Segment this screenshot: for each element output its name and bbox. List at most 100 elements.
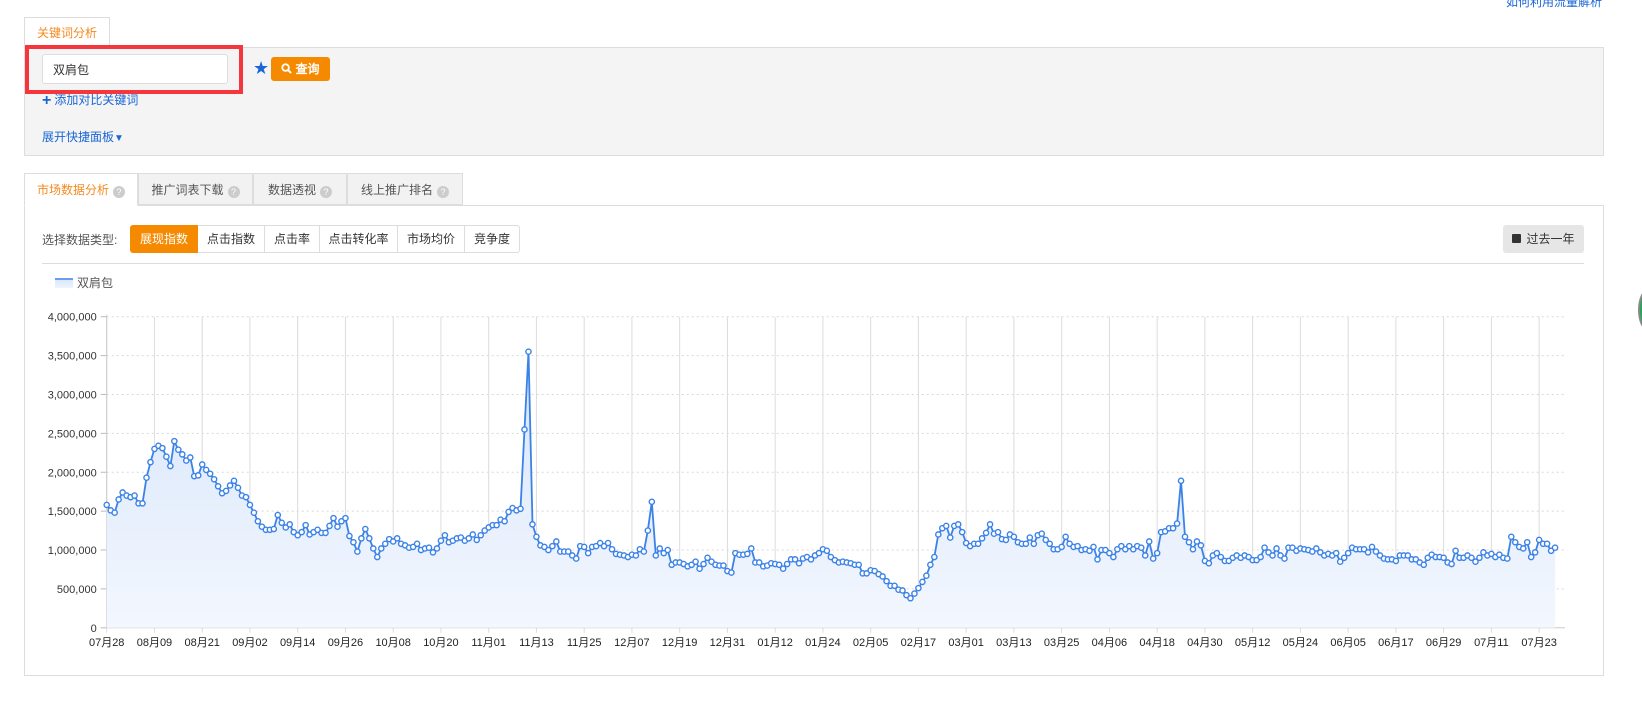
data-point — [1476, 554, 1483, 562]
data-point — [1273, 545, 1280, 552]
data-type-avg-price[interactable]: 市场均价 — [398, 225, 465, 253]
data-point — [493, 521, 500, 529]
data-point — [931, 553, 938, 561]
data-point — [1472, 558, 1479, 565]
data-point — [632, 552, 640, 559]
data-point — [720, 562, 727, 569]
data-point — [202, 466, 210, 474]
data-point — [230, 477, 238, 485]
add-compare-keyword-link[interactable]: + 添加对比关键词 — [42, 91, 138, 110]
data-point — [1173, 520, 1181, 527]
y-tick-label: 2,000,000 — [48, 467, 97, 479]
data-point — [250, 509, 258, 516]
data-type-conversion-rate[interactable]: 点击转化率 — [320, 225, 398, 253]
data-point — [369, 545, 377, 552]
x-tick-label: 01月12 — [757, 637, 792, 649]
chart-legend[interactable]: 双肩包 — [55, 274, 113, 291]
data-point — [1042, 536, 1050, 544]
data-point — [381, 540, 389, 548]
data-point — [549, 542, 556, 550]
date-range-label: 过去一年 — [1526, 232, 1575, 246]
data-point — [147, 458, 154, 466]
data-point — [911, 590, 918, 597]
data-point — [923, 572, 930, 579]
data-point — [891, 582, 898, 590]
data-point — [807, 556, 815, 563]
series-area — [106, 351, 1556, 628]
expand-panel-label: 展开快捷面板 — [42, 130, 115, 144]
tab-data-pivot[interactable]: 数据透视? — [253, 173, 347, 205]
data-point — [696, 565, 703, 572]
data-type-click-index[interactable]: 点击指数 — [198, 225, 265, 253]
data-type-competition[interactable]: 竞争度 — [465, 225, 520, 253]
data-point — [664, 546, 672, 554]
data-point — [465, 535, 473, 542]
data-point — [346, 532, 353, 540]
data-point — [1448, 560, 1455, 568]
data-point — [775, 561, 783, 569]
x-tick-label: 03月01 — [948, 637, 983, 649]
data-point — [982, 529, 990, 537]
data-point — [362, 525, 369, 533]
data-point — [473, 536, 481, 544]
y-tick-label: 0 — [91, 623, 97, 635]
data-point — [700, 560, 707, 568]
data-point — [1440, 554, 1447, 562]
data-point — [373, 553, 381, 561]
data-point — [986, 521, 994, 528]
data-point — [883, 577, 890, 585]
keyword-input[interactable] — [42, 54, 228, 84]
data-point — [1504, 555, 1511, 562]
data-point — [644, 527, 652, 534]
query-button[interactable]: 查询 — [271, 57, 330, 81]
tab-keyword-analysis[interactable]: 关键词分析 — [24, 17, 110, 49]
help-icon[interactable]: ? — [227, 186, 240, 198]
data-point — [1527, 553, 1535, 561]
x-tick-label: 09月02 — [232, 637, 267, 649]
data-point — [286, 521, 294, 528]
y-tick-label: 4,000,000 — [48, 312, 97, 324]
data-point — [927, 561, 934, 569]
data-point — [1511, 538, 1519, 546]
data-point — [1257, 553, 1264, 561]
data-point — [656, 545, 664, 552]
data-point — [234, 484, 242, 492]
help-icon[interactable]: ? — [437, 186, 449, 198]
data-point — [1058, 543, 1065, 551]
data-point — [433, 545, 441, 552]
data-type-ctr[interactable]: 点击率 — [265, 225, 320, 253]
data-point — [441, 531, 449, 539]
x-tick-label: 05月12 — [1235, 637, 1270, 649]
tab-online-ranking[interactable]: 线上推广排名? — [347, 173, 463, 205]
help-icon[interactable]: ? — [320, 186, 332, 198]
data-point — [393, 535, 401, 542]
date-range-button[interactable]: 过去一年 — [1503, 225, 1584, 253]
data-point — [210, 475, 218, 483]
plus-icon: + — [42, 92, 52, 109]
traffic-analysis-help-link[interactable]: 如何利用流量解析 — [1505, 0, 1602, 9]
data-point — [1197, 542, 1205, 549]
data-point — [278, 519, 286, 527]
data-point — [1392, 557, 1400, 565]
tab-keyword-download[interactable]: 推广词表下载? — [138, 173, 253, 205]
data-point — [186, 454, 194, 461]
expand-panel-link[interactable]: 展开快捷面板▼ — [42, 128, 124, 145]
data-type-impression-index[interactable]: 展现指数 — [130, 225, 198, 253]
data-point — [115, 496, 122, 503]
tab-market-data[interactable]: 市场数据分析? — [24, 173, 138, 206]
data-point — [1062, 533, 1069, 541]
data-point — [131, 492, 138, 499]
help-icon[interactable]: ? — [113, 186, 125, 198]
tab-label: 市场数据分析 — [36, 183, 109, 197]
data-point — [1094, 556, 1101, 563]
data-point — [1313, 545, 1320, 552]
data-point — [823, 547, 831, 555]
data-point — [1189, 545, 1197, 553]
data-point — [1523, 538, 1531, 546]
data-point — [648, 498, 656, 506]
data-point — [1404, 552, 1412, 559]
y-tick-label: 3,000,000 — [48, 389, 97, 401]
legend-label: 双肩包 — [77, 276, 114, 290]
data-point — [505, 508, 512, 516]
star-icon[interactable]: ★ — [253, 58, 270, 78]
